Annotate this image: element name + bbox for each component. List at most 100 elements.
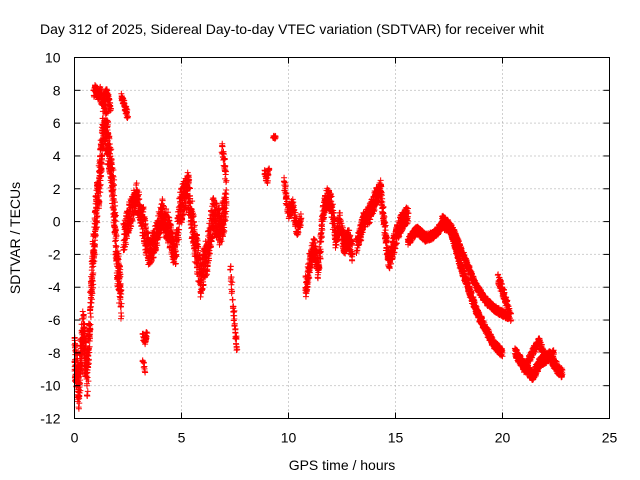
data-point (94, 213, 101, 220)
data-point (76, 395, 83, 402)
data-point (113, 232, 120, 239)
data-point (109, 172, 116, 179)
data-point (98, 155, 105, 162)
data-point (104, 117, 111, 124)
data-point (107, 147, 114, 154)
data-point (129, 217, 136, 224)
data-point (112, 237, 119, 244)
data-point (87, 307, 94, 314)
data-point (184, 169, 191, 176)
data-point (144, 230, 151, 237)
data-point (79, 308, 86, 315)
data-point (85, 378, 92, 385)
data-point (75, 404, 82, 411)
data-point (314, 275, 321, 282)
data-point (123, 235, 130, 242)
data-point (93, 209, 100, 216)
data-point (72, 346, 79, 353)
data-point (95, 205, 102, 212)
data-point (87, 325, 94, 332)
data-point (90, 281, 97, 288)
data-point (163, 205, 170, 212)
data-point (154, 239, 161, 246)
data-point (152, 246, 159, 253)
data-point (77, 387, 84, 394)
data-point (117, 280, 124, 287)
data-point (116, 274, 123, 281)
data-point (118, 300, 125, 307)
data-point (95, 197, 102, 204)
data-point (112, 218, 119, 225)
data-point (89, 271, 96, 278)
data-point (135, 196, 142, 203)
data-point (117, 271, 124, 278)
data-point (81, 338, 88, 345)
data-point (120, 246, 127, 253)
data-point (80, 314, 87, 321)
data-point (87, 313, 94, 320)
data-point (104, 126, 111, 133)
data-point (110, 173, 117, 180)
data-point (142, 217, 149, 224)
data-point (86, 334, 93, 341)
data-point (107, 153, 114, 160)
data-point (143, 224, 150, 231)
data-point (111, 199, 118, 206)
data-point (85, 364, 92, 371)
data-point (168, 229, 175, 236)
data-point (89, 290, 96, 297)
data-point (91, 243, 98, 250)
data-point (98, 166, 105, 173)
data-point (87, 303, 94, 310)
data-point (166, 214, 173, 221)
data-point (332, 244, 339, 251)
data-point (115, 261, 122, 268)
data-point (106, 96, 113, 103)
data-point (110, 206, 117, 213)
data-point (91, 237, 98, 244)
data-point (123, 241, 130, 248)
data-point (92, 232, 99, 239)
data-point (96, 198, 103, 205)
data-point (84, 374, 91, 381)
data-point (86, 349, 93, 356)
data-point (93, 204, 100, 211)
data-point (86, 343, 93, 350)
data-point (140, 208, 147, 215)
data-point (85, 360, 92, 367)
data-point (107, 100, 114, 107)
data-point (96, 185, 103, 192)
data-point (159, 197, 166, 204)
data-point (229, 296, 236, 303)
data-point (383, 238, 390, 245)
data-point (81, 324, 88, 331)
data-point (133, 180, 140, 187)
data-point (124, 114, 131, 121)
data-point (281, 174, 288, 181)
data-point (156, 234, 163, 241)
data-points (71, 82, 566, 412)
data-point (145, 234, 152, 241)
data-point (84, 388, 91, 395)
data-point (77, 377, 84, 384)
data-point (172, 260, 179, 267)
data-point (142, 369, 149, 376)
data-point (231, 312, 238, 319)
data-point (91, 258, 98, 265)
data-point (83, 380, 90, 387)
data-point (110, 166, 117, 173)
data-point (90, 258, 97, 265)
data-point (108, 146, 115, 153)
data-point (113, 243, 120, 250)
data-point (118, 291, 125, 298)
data-point (197, 293, 204, 300)
data-point (100, 102, 107, 109)
data-point (115, 250, 122, 257)
data-point (108, 159, 115, 166)
data-point (111, 176, 118, 183)
data-point (97, 172, 104, 179)
data-point (112, 242, 119, 249)
data-point (117, 315, 124, 322)
data-point (106, 133, 113, 140)
data-point (90, 270, 97, 277)
